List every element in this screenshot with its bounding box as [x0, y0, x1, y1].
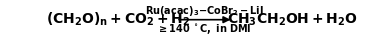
Text: $\bf{\geq}$$\bf{140\ ^\circ C,\ in\ DMI}$: $\bf{\geq}$$\bf{140\ ^\circ C,\ in\ DMI}…: [157, 22, 252, 36]
Text: $\mathbf{CH_3CH_2OH + H_2O}$: $\mathbf{CH_3CH_2OH + H_2O}$: [226, 12, 357, 28]
Text: $\mathbf{(CH_2O)_n + CO_2 + H_2}$: $\mathbf{(CH_2O)_n + CO_2 + H_2}$: [46, 11, 189, 28]
Text: $\bf{Ru(acac)_3}$$\bf{-CoBr_2-LiI}$: $\bf{Ru(acac)_3}$$\bf{-CoBr_2-LiI}$: [145, 4, 264, 18]
